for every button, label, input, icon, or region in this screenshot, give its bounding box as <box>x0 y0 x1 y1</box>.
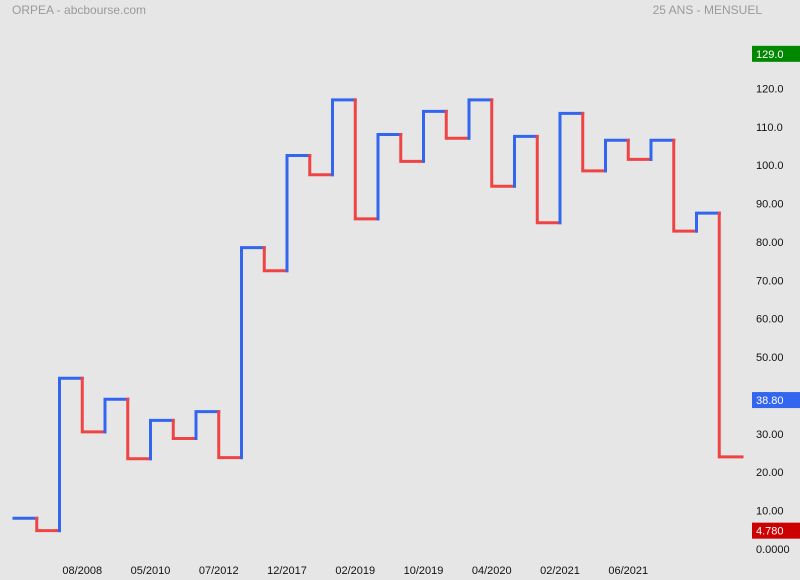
price-step-6 <box>149 418 175 461</box>
price-step-16 <box>376 132 403 221</box>
price-step-21 <box>490 98 516 188</box>
price-step-25 <box>581 111 607 173</box>
x-tick-label: 02/2021 <box>540 565 580 577</box>
y-tick-label: 70.00 <box>756 275 784 287</box>
x-tick-label: 08/2008 <box>62 565 102 577</box>
x-tick-label: 10/2019 <box>404 565 444 577</box>
x-tick-label: 05/2010 <box>131 565 171 577</box>
price-step-20 <box>467 98 494 140</box>
price-step-8 <box>194 410 221 440</box>
price-step-2 <box>58 376 84 533</box>
chart-period-label: 25 ANS - MENSUEL <box>652 3 762 17</box>
price-step-4 <box>103 397 130 434</box>
price-step-10 <box>240 246 266 460</box>
y-axis: 0.000010.0020.0030.0040.0050.0060.0070.0… <box>756 45 790 556</box>
price-step-22 <box>513 134 539 188</box>
price-step-9 <box>217 410 243 460</box>
price-step-24 <box>558 111 585 225</box>
x-tick-label: 04/2020 <box>472 565 512 577</box>
price-step-27 <box>626 138 653 161</box>
price-step-1 <box>35 516 61 533</box>
y-tick-label: 110.0 <box>756 122 783 134</box>
y-tick-label: 60.00 <box>756 314 784 326</box>
price-step-15 <box>353 98 380 221</box>
price-step-7 <box>171 418 198 440</box>
price-badge-label: 38.80 <box>756 395 784 407</box>
price-step-26 <box>604 138 630 173</box>
y-tick-label: 50.00 <box>756 352 784 364</box>
y-tick-label: 90.00 <box>756 199 784 211</box>
y-tick-label: 30.00 <box>756 429 784 441</box>
price-step-12 <box>285 154 312 273</box>
price-step-3 <box>80 376 107 434</box>
y-tick-label: 20.00 <box>756 467 784 479</box>
price-series <box>12 98 744 533</box>
price-step-19 <box>444 109 471 140</box>
x-tick-label: 02/2019 <box>335 565 375 577</box>
price-step-5 <box>126 397 152 461</box>
y-tick-label: 0.0000 <box>756 544 790 556</box>
x-axis: 08/2008 05/2010 07/2012 12/2017 02/2019 10/20… <box>62 565 648 577</box>
price-badge-bg <box>752 522 800 539</box>
y-tick-label: 80.00 <box>756 237 784 249</box>
x-tick-label: 12/2017 <box>267 565 307 577</box>
chart-source-title: ORPEA - abcbourse.com <box>12 3 147 17</box>
price-step-17 <box>399 132 425 163</box>
price-step-31 <box>717 211 744 459</box>
price-step-30 <box>695 211 721 233</box>
price-badge-label: 129.0 <box>756 49 784 61</box>
price-step-11 <box>262 246 289 273</box>
price-badge-bg <box>752 45 800 62</box>
price-badge-label: 4.780 <box>756 526 784 538</box>
y-tick-label: 120.0 <box>756 83 784 95</box>
price-badges: 129.0 38.80 4.780 <box>752 45 800 539</box>
price-step-13 <box>308 154 334 177</box>
x-tick-label: 07/2012 <box>199 565 239 577</box>
price-step-29 <box>672 138 698 233</box>
y-tick-label: 10.00 <box>756 506 784 518</box>
price-step-23 <box>535 134 562 225</box>
y-tick-label: 100.0 <box>756 160 784 172</box>
price-step-18 <box>422 109 448 163</box>
x-tick-label: 06/2021 <box>608 565 648 577</box>
price-step-14 <box>331 98 357 177</box>
price-badge-bg <box>752 392 800 409</box>
price-step-28 <box>649 138 676 161</box>
